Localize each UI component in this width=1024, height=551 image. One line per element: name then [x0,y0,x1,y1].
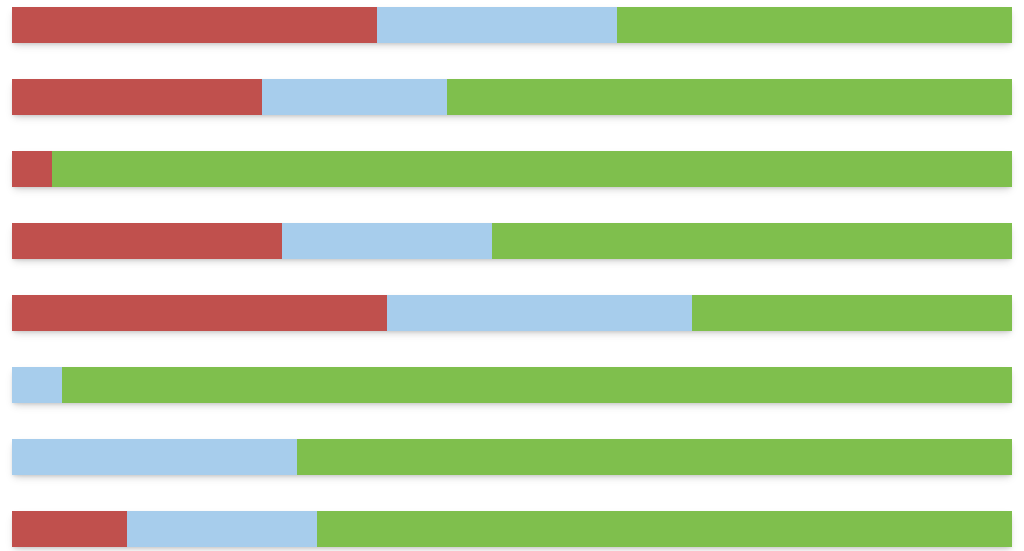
bar-segment-blue [12,367,62,403]
bar-row [12,295,1012,331]
bar-segment-green [617,7,1012,43]
bar-segment-green [297,439,1012,475]
bar-segment-blue [12,439,297,475]
bar-segment-blue [262,79,447,115]
bar-segment-green [492,223,1012,259]
bar-segment-red [12,151,52,187]
bar-row [12,223,1012,259]
bar-row [12,511,1012,547]
bar-segment-green [692,295,1012,331]
bar-segment-red [12,7,377,43]
bar-segment-green [62,367,1012,403]
bar-row [12,79,1012,115]
bar-segment-red [12,511,127,547]
bar-row [12,151,1012,187]
bar-segment-blue [282,223,492,259]
bar-segment-green [52,151,1012,187]
bar-segment-blue [377,7,617,43]
bar-row [12,439,1012,475]
bar-row [12,7,1012,43]
bar-segment-red [12,223,282,259]
bar-segment-green [317,511,1012,547]
stacked-bar-chart [0,0,1024,551]
bar-segment-blue [127,511,317,547]
bar-segment-blue [387,295,692,331]
bar-segment-red [12,295,387,331]
bar-segment-red [12,79,262,115]
bar-segment-green [447,79,1012,115]
bar-row [12,367,1012,403]
